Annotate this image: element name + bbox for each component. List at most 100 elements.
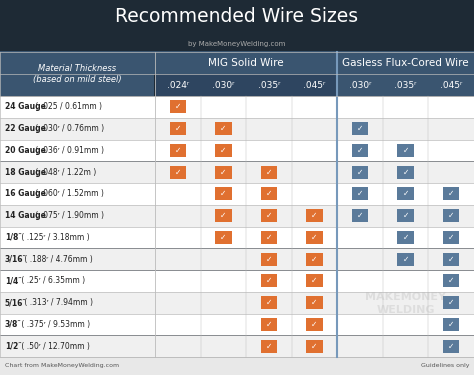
Text: ✓: ✓ [357, 211, 363, 220]
Text: ✓: ✓ [266, 255, 272, 264]
Text: ✓: ✓ [266, 320, 272, 329]
FancyBboxPatch shape [260, 230, 278, 244]
Text: ( .036ʳ / 0.91mm ): ( .036ʳ / 0.91mm ) [33, 146, 104, 155]
Text: ✓: ✓ [448, 211, 455, 220]
Text: ✓: ✓ [357, 124, 363, 133]
FancyBboxPatch shape [351, 122, 369, 136]
Text: ✓: ✓ [402, 146, 409, 155]
Text: ✓: ✓ [448, 320, 455, 329]
FancyBboxPatch shape [442, 209, 460, 223]
Text: ( .030ʳ / 0.76mm ): ( .030ʳ / 0.76mm ) [33, 124, 104, 133]
Text: .024ʳ: .024ʳ [167, 81, 189, 90]
Text: ✓: ✓ [174, 146, 181, 155]
FancyBboxPatch shape [260, 252, 278, 266]
Text: ✓: ✓ [402, 255, 409, 264]
Text: ( .125ʳ / 3.18mm ): ( .125ʳ / 3.18mm ) [19, 233, 90, 242]
Text: 22 Gauge: 22 Gauge [5, 124, 46, 133]
Text: ✓: ✓ [266, 211, 272, 220]
Text: 18 Gauge: 18 Gauge [5, 168, 46, 177]
FancyBboxPatch shape [214, 230, 232, 244]
Text: ✓: ✓ [448, 342, 455, 351]
Text: 1/4″: 1/4″ [5, 276, 21, 285]
FancyBboxPatch shape [397, 252, 415, 266]
Text: ✓: ✓ [266, 233, 272, 242]
Text: ✓: ✓ [311, 211, 318, 220]
Text: ✓: ✓ [448, 189, 455, 198]
FancyBboxPatch shape [397, 143, 415, 158]
Text: ( .50ʳ / 12.70mm ): ( .50ʳ / 12.70mm ) [19, 342, 90, 351]
FancyBboxPatch shape [351, 209, 369, 223]
Text: ✓: ✓ [402, 211, 409, 220]
Text: ✓: ✓ [220, 146, 227, 155]
Text: ✓: ✓ [311, 255, 318, 264]
Text: .045ʳ: .045ʳ [303, 81, 326, 90]
Text: MAKEMONEY: MAKEMONEY [365, 292, 446, 302]
FancyBboxPatch shape [442, 317, 460, 332]
Text: ✓: ✓ [174, 124, 181, 133]
FancyBboxPatch shape [397, 165, 415, 179]
Text: Material Thickness
(based on mild steel): Material Thickness (based on mild steel) [33, 64, 122, 84]
Text: .030ʳ: .030ʳ [349, 81, 371, 90]
Text: Chart from MakeMoneyWelding.com: Chart from MakeMoneyWelding.com [5, 363, 119, 369]
Text: ✓: ✓ [357, 146, 363, 155]
FancyBboxPatch shape [214, 165, 232, 179]
Text: ✓: ✓ [402, 189, 409, 198]
Text: ✓: ✓ [174, 102, 181, 111]
Text: ( .048ʳ / 1.22m ): ( .048ʳ / 1.22m ) [33, 168, 96, 177]
FancyBboxPatch shape [442, 187, 460, 201]
FancyBboxPatch shape [351, 165, 369, 179]
FancyBboxPatch shape [397, 230, 415, 244]
FancyBboxPatch shape [260, 209, 278, 223]
Text: ✓: ✓ [311, 320, 318, 329]
FancyBboxPatch shape [397, 187, 415, 201]
Text: ✓: ✓ [402, 233, 409, 242]
FancyBboxPatch shape [442, 274, 460, 288]
Text: 20 Gauge: 20 Gauge [5, 146, 46, 155]
FancyBboxPatch shape [214, 209, 232, 223]
Text: Gasless Flux-Cored Wire: Gasless Flux-Cored Wire [342, 58, 469, 68]
FancyBboxPatch shape [260, 187, 278, 201]
Text: ✓: ✓ [311, 276, 318, 285]
Text: ✓: ✓ [220, 124, 227, 133]
Text: 16 Gauge: 16 Gauge [5, 189, 46, 198]
Text: ✓: ✓ [266, 168, 272, 177]
FancyBboxPatch shape [351, 187, 369, 201]
Text: .045ʳ: .045ʳ [440, 81, 463, 90]
FancyBboxPatch shape [260, 317, 278, 332]
Text: ✓: ✓ [357, 189, 363, 198]
FancyBboxPatch shape [214, 143, 232, 158]
Text: ✓: ✓ [220, 168, 227, 177]
Text: 5/16″: 5/16″ [5, 298, 27, 307]
Text: 3/16″: 3/16″ [5, 255, 27, 264]
FancyBboxPatch shape [169, 143, 187, 158]
Text: .030ʳ: .030ʳ [212, 81, 235, 90]
Text: ✓: ✓ [357, 168, 363, 177]
Text: ✓: ✓ [266, 298, 272, 307]
FancyBboxPatch shape [260, 274, 278, 288]
Text: ( .375ʳ / 9.53mm ): ( .375ʳ / 9.53mm ) [19, 320, 90, 329]
Text: ✓: ✓ [402, 168, 409, 177]
Text: ( .313ʳ / 7.94mm ): ( .313ʳ / 7.94mm ) [22, 298, 93, 307]
Text: ✓: ✓ [448, 233, 455, 242]
FancyBboxPatch shape [305, 317, 324, 332]
FancyBboxPatch shape [442, 339, 460, 353]
Text: ✓: ✓ [266, 276, 272, 285]
Text: ✓: ✓ [311, 342, 318, 351]
Text: ✓: ✓ [311, 298, 318, 307]
Text: ✓: ✓ [448, 298, 455, 307]
FancyBboxPatch shape [351, 143, 369, 158]
Text: WELDING: WELDING [376, 305, 435, 315]
Text: ( .025 / 0.61mm ): ( .025 / 0.61mm ) [33, 102, 102, 111]
FancyBboxPatch shape [305, 209, 324, 223]
Text: 1/8″: 1/8″ [5, 233, 21, 242]
FancyBboxPatch shape [305, 230, 324, 244]
FancyBboxPatch shape [169, 122, 187, 136]
Text: ✓: ✓ [266, 189, 272, 198]
FancyBboxPatch shape [214, 122, 232, 136]
FancyBboxPatch shape [305, 252, 324, 266]
Text: ( .075ʳ / 1.90mm ): ( .075ʳ / 1.90mm ) [33, 211, 104, 220]
FancyBboxPatch shape [397, 209, 415, 223]
Text: 3/8″: 3/8″ [5, 320, 21, 329]
FancyBboxPatch shape [169, 100, 187, 114]
FancyBboxPatch shape [442, 230, 460, 244]
